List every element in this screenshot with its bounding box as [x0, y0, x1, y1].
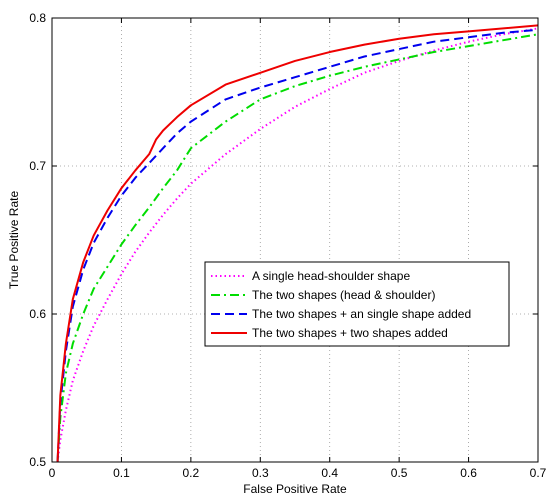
x-tick-label: 0.1	[113, 466, 130, 480]
y-tick-label: 0.8	[29, 11, 46, 25]
plot-frame	[51, 17, 539, 463]
legend: A single head-shoulder shape The two shap…	[204, 261, 510, 347]
series-line-3	[56, 24, 539, 463]
x-tick-label: 0.3	[252, 466, 269, 480]
x-axis-ticks: 0 0.1 0.2 0.3 0.4 0.5 0.6 0.7	[49, 18, 547, 480]
x-tick-label: 0.6	[460, 466, 477, 480]
legend-box	[204, 261, 510, 347]
x-tick-label: 0.4	[321, 466, 338, 480]
series-line-1	[56, 33, 539, 463]
legend-label-1: The two shapes (head & shoulder)	[252, 288, 435, 302]
legend-label-0: A single head-shoulder shape	[252, 269, 410, 283]
legend-label-2: The two shapes + an single shape added	[252, 307, 471, 321]
legend-label-3: The two shapes + two shapes added	[252, 326, 448, 340]
x-tick-label: 0.7	[530, 466, 547, 480]
plot-series	[56, 24, 539, 463]
series-line-2	[56, 28, 539, 463]
x-axis-label: False Positive Rate	[243, 482, 347, 496]
series-line-0	[56, 27, 539, 463]
y-tick-label: 0.6	[29, 307, 46, 321]
y-tick-label: 0.5	[29, 455, 46, 469]
y-tick-label: 0.7	[29, 159, 46, 173]
y-axis-label: True Positive Rate	[7, 191, 21, 290]
y-axis-ticks: 0.5 0.6 0.7 0.8	[29, 11, 538, 469]
grid	[52, 18, 538, 462]
x-tick-label: 0	[49, 466, 56, 480]
x-tick-label: 0.2	[183, 466, 200, 480]
x-tick-label: 0.5	[391, 466, 408, 480]
